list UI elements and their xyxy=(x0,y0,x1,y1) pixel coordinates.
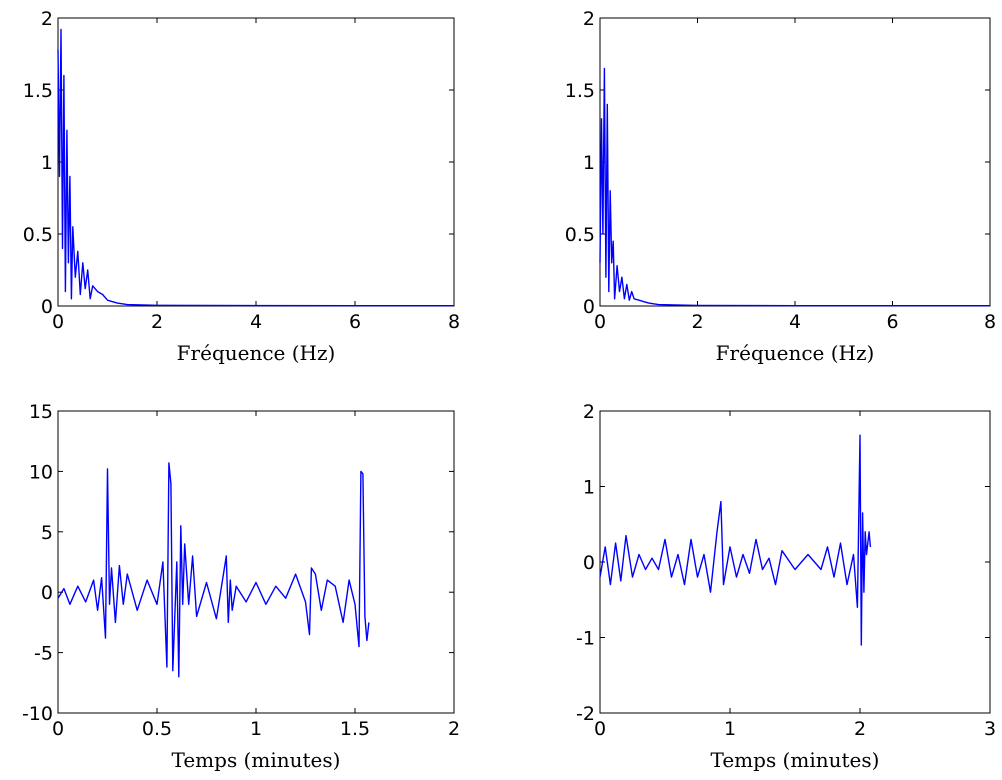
y-tick-label: 2 xyxy=(41,8,53,30)
y-tick-label: 15 xyxy=(29,401,53,423)
y-tick-label: 2 xyxy=(583,8,595,30)
chart-panel-spectrum-left: 0 2 4 6 8 0 0.5 1 1.5 2 Fréquence (Hz) xyxy=(23,8,460,365)
x-tick-label: 2 xyxy=(448,718,460,740)
x-tick-label: 4 xyxy=(250,311,262,333)
y-tick-label: -2 xyxy=(576,703,595,725)
y-tick-label: 1 xyxy=(583,477,595,499)
y-tick-label: 2 xyxy=(583,401,595,423)
y-tick-label: 0 xyxy=(41,582,53,604)
axes-box xyxy=(57,410,455,714)
y-tick-label: -10 xyxy=(22,703,53,725)
series-line-0 xyxy=(599,434,872,646)
x-tick-label: 6 xyxy=(886,311,898,333)
series-line-0 xyxy=(57,462,370,678)
x-tick-label: 2 xyxy=(151,311,163,333)
y-tick-label: 10 xyxy=(29,461,53,483)
chart-panel-signal-left: 0 0.5 1 1.5 2 -10 -5 0 5 10 15 Temps (minutes) xyxy=(22,401,460,772)
y-tick-label: 1 xyxy=(41,152,53,174)
x-tick-label: 0 xyxy=(52,311,64,333)
x-tick-label: 0 xyxy=(594,311,606,333)
axes-box xyxy=(599,410,991,714)
x-tick-label: 8 xyxy=(984,311,996,333)
x-tick-label: 1 xyxy=(250,718,262,740)
axes-box xyxy=(599,17,991,307)
chart-panel-spectrum-right: 0 2 4 6 8 0 0.5 1 1.5 2 Fréquence (Hz) xyxy=(565,8,996,365)
y-tick-label: 0 xyxy=(583,296,595,318)
chart-panel-signal-right: 0 1 2 3 -2 -1 0 1 2 Temps (minutes) xyxy=(576,401,996,772)
series-line-0 xyxy=(57,28,454,307)
x-tick-label: 2 xyxy=(854,718,866,740)
x-tick-label: 2 xyxy=(691,311,703,333)
x-axis-label: Fréquence (Hz) xyxy=(177,341,336,365)
x-tick-label: 0 xyxy=(52,718,64,740)
x-tick-label: 6 xyxy=(349,311,361,333)
x-tick-label: 4 xyxy=(789,311,801,333)
x-axis-label: Fréquence (Hz) xyxy=(716,341,875,365)
y-tick-label: 1 xyxy=(583,152,595,174)
x-tick-label: 1.5 xyxy=(340,718,370,740)
y-tick-label: 1.5 xyxy=(565,80,595,102)
y-tick-label: 0.5 xyxy=(565,224,595,246)
x-tick-label: 1 xyxy=(724,718,736,740)
y-tick-label: 0 xyxy=(583,552,595,574)
axes-box xyxy=(57,17,455,307)
x-tick-label: 3 xyxy=(984,718,996,740)
y-tick-label: -1 xyxy=(576,628,595,650)
y-tick-label: 1.5 xyxy=(23,80,53,102)
x-tick-label: 0.5 xyxy=(142,718,172,740)
y-tick-label: 0 xyxy=(41,296,53,318)
y-tick-label: -5 xyxy=(34,643,53,665)
x-tick-label: 0 xyxy=(594,718,606,740)
x-tick-label: 8 xyxy=(448,311,460,333)
series-line-0 xyxy=(599,67,990,307)
y-tick-label: 5 xyxy=(41,522,53,544)
y-tick-label: 0.5 xyxy=(23,224,53,246)
x-axis-label: Temps (minutes) xyxy=(172,748,341,772)
x-axis-label: Temps (minutes) xyxy=(711,748,880,772)
